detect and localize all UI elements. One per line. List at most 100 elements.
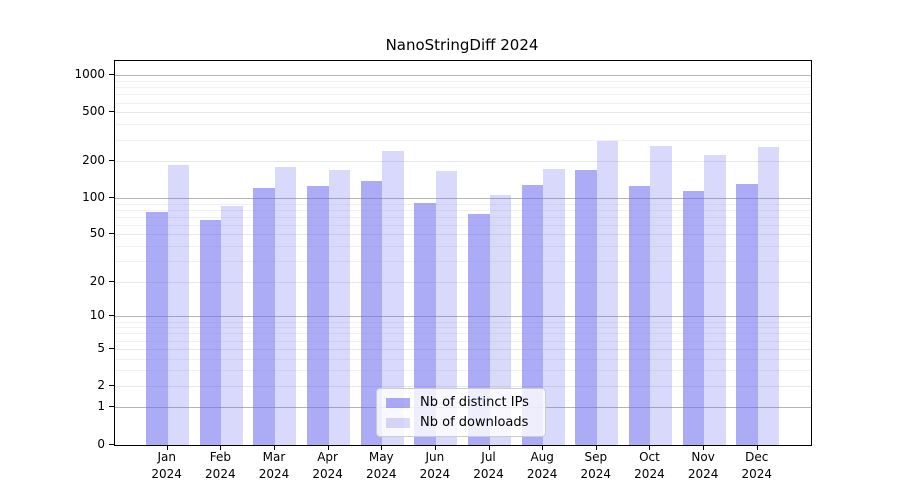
bar-downloads-apr: [328, 169, 351, 445]
x-tick-label-line: Dec: [745, 450, 769, 464]
bar-distinct-ips-feb: [199, 219, 222, 445]
bar-distinct-ips-jan: [146, 211, 168, 445]
gridline-minor: [115, 321, 811, 323]
x-tick-label-line: 2024: [526, 466, 558, 481]
legend-label-downloads: Nb of downloads: [420, 415, 529, 430]
bar-distinct-ips-may: [360, 181, 383, 445]
plot-area: [114, 60, 812, 446]
x-tick-label-line: 2024: [205, 466, 236, 481]
bar-distinct-ips-oct: [628, 186, 651, 445]
gridline-minor: [115, 333, 811, 335]
x-tick-label-line: 2024: [365, 466, 397, 481]
x-tick-label-line: 2024: [312, 466, 343, 481]
y-tick-mark: [109, 348, 114, 349]
y-tick-mark: [109, 160, 114, 161]
x-tick-label-line: 2024: [741, 466, 772, 481]
gridline-minor: [115, 209, 811, 211]
x-tick-mark: [167, 445, 168, 450]
y-tick-mark: [109, 281, 114, 282]
x-tick-label-line: Nov: [691, 450, 715, 464]
x-tick-mark: [328, 445, 329, 450]
x-tick-label-aug: Aug 2024: [510, 449, 574, 482]
bar-downloads-nov: [704, 154, 726, 445]
legend-label-distinct-ips: Nb of distinct IPs: [420, 395, 529, 410]
y-tick-label: 50: [89, 226, 105, 241]
y-tick-label: 10: [89, 308, 105, 323]
legend-swatch-distinct-ips-icon: [386, 397, 410, 408]
gridline-minor: [115, 87, 811, 89]
x-tick-label-line: 2024: [419, 466, 451, 481]
bar-distinct-ips-sep: [575, 169, 597, 445]
gridline-minor: [115, 216, 811, 218]
y-tick-label: 200: [82, 153, 105, 168]
bar-downloads-sep: [596, 141, 619, 445]
x-tick-label-line: Aug: [530, 450, 554, 464]
x-tick-label-dec: Dec 2024: [725, 449, 789, 482]
x-tick-label-line: Feb: [209, 450, 231, 464]
x-tick-label-feb: Feb 2024: [188, 449, 252, 482]
gridline-labeled: [115, 234, 811, 236]
x-tick-label-line: Oct: [639, 450, 660, 464]
gridline-major: [115, 197, 811, 199]
chart-title: NanoStringDiff 2024: [385, 36, 539, 54]
gridline-labeled: [115, 112, 811, 114]
x-tick-label-line: 2024: [687, 466, 719, 481]
gridline-minor: [115, 340, 811, 342]
bar-distinct-ips-jul: [468, 213, 490, 445]
gridline-minor: [115, 94, 811, 96]
x-tick-mark: [542, 445, 543, 450]
x-tick-label-apr: Apr 2024: [296, 449, 360, 482]
x-tick-label-line: Jan: [157, 450, 176, 464]
gridline-minor: [115, 203, 811, 205]
x-tick-mark: [757, 445, 758, 450]
x-tick-label-jul: Jul 2024: [457, 449, 521, 482]
bar-downloads-feb: [221, 205, 243, 445]
legend-item-downloads: Nb of downloads: [386, 415, 545, 431]
x-tick-label-line: 2024: [473, 466, 504, 481]
x-tick-label-line: May: [368, 450, 394, 464]
bar-distinct-ips-mar: [253, 188, 275, 445]
y-tick-label: 1000: [74, 67, 105, 82]
bar-distinct-ips-dec: [736, 183, 758, 445]
x-tick-mark: [220, 445, 221, 450]
x-tick-label-jan: Jan 2024: [135, 449, 199, 482]
x-tick-label-line: Jul: [481, 450, 496, 464]
y-tick-mark: [109, 197, 114, 198]
x-tick-mark: [435, 445, 436, 450]
y-tick-mark: [109, 74, 114, 75]
x-tick-label-mar: Mar 2024: [242, 449, 306, 482]
gridline-minor: [115, 246, 811, 248]
y-tick-label: 100: [82, 189, 105, 204]
x-tick-label-line: Sep: [584, 450, 608, 464]
gridline-major: [115, 316, 811, 318]
x-tick-label-line: Mar: [262, 450, 286, 464]
y-tick-label: 5: [97, 340, 105, 355]
x-tick-mark: [596, 445, 597, 450]
x-tick-mark: [381, 445, 382, 450]
gridline-minor: [115, 124, 811, 126]
x-tick-mark: [649, 445, 650, 450]
x-tick-mark: [489, 445, 490, 450]
bar-downloads-jul: [489, 194, 512, 445]
y-tick-mark: [109, 315, 114, 316]
gridline-minor: [115, 224, 811, 226]
gridline-minor: [115, 370, 811, 372]
gridline-minor: [115, 261, 811, 263]
x-tick-label-sep: Sep 2024: [564, 449, 628, 482]
gridline-minor: [115, 81, 811, 83]
y-tick-mark: [109, 406, 114, 407]
bar-downloads-aug: [543, 168, 565, 445]
x-tick-label-line: 2024: [258, 466, 290, 481]
bar-downloads-may: [382, 151, 404, 445]
y-tick-mark: [109, 444, 114, 445]
gridline-labeled: [115, 385, 811, 387]
x-tick-label-nov: Nov 2024: [671, 449, 735, 482]
y-tick-mark: [109, 233, 114, 234]
legend: Nb of distinct IPs Nb of downloads: [376, 388, 546, 437]
gridline-minor: [115, 139, 811, 141]
gridline-minor: [115, 327, 811, 329]
bar-distinct-ips-nov: [682, 191, 705, 445]
bar-downloads-jan: [167, 164, 190, 445]
y-tick-label: 500: [82, 104, 105, 119]
